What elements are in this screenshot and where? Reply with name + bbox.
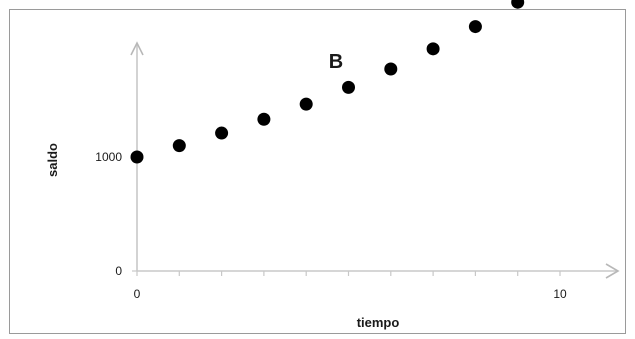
- data-point: [130, 150, 144, 164]
- data-point: [468, 20, 482, 34]
- data-point: [299, 97, 313, 111]
- x-axis: [137, 263, 620, 279]
- x-tick-label-10: 10: [553, 287, 567, 301]
- data-point: [384, 62, 398, 76]
- data-point: [172, 139, 186, 153]
- y-tick-label-1000: 1000: [95, 150, 122, 164]
- y-axis-label: saldo: [45, 143, 60, 177]
- x-axis-arrowhead: [605, 263, 620, 279]
- chart-frame: [9, 9, 626, 334]
- data-point: [426, 42, 440, 56]
- data-point: [257, 112, 271, 126]
- data-points: [130, 0, 525, 164]
- y-axis-arrowhead: [130, 41, 144, 56]
- axis-ticks: [132, 156, 561, 276]
- chart-title: B: [329, 51, 343, 73]
- x-axis-label: tiempo: [357, 315, 400, 330]
- x-tick-label-0: 0: [134, 287, 141, 301]
- data-point: [342, 80, 355, 94]
- y-tick-label-0: 0: [115, 264, 122, 278]
- data-point: [511, 0, 525, 9]
- data-point: [215, 126, 229, 140]
